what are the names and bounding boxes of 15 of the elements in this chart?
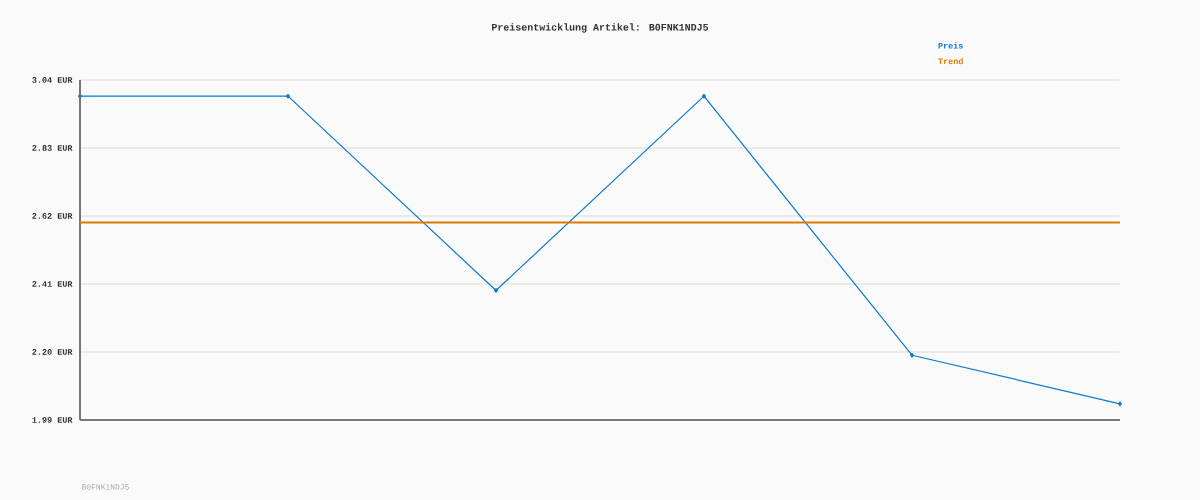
y-tick-label: 2.20 EUR xyxy=(32,349,73,355)
text: Trend xyxy=(938,57,963,65)
point xyxy=(78,93,82,99)
point xyxy=(1118,401,1122,407)
y-tick-label: 1.99 EUR xyxy=(32,417,73,423)
y-tick-label: 3.04 EUR xyxy=(32,77,73,83)
y-tick-label: 2.41 EUR xyxy=(32,281,73,287)
point xyxy=(702,93,706,99)
point xyxy=(910,352,914,358)
y-tick-label: 2.62 EUR xyxy=(32,213,73,219)
point xyxy=(286,93,290,99)
text: Preis xyxy=(938,42,963,49)
point xyxy=(494,288,498,293)
chart-title: Preisentwicklung Artikel: B0FNK1NDJ5 xyxy=(492,23,709,33)
y-tick-label: 2.83 EUR xyxy=(32,145,73,151)
